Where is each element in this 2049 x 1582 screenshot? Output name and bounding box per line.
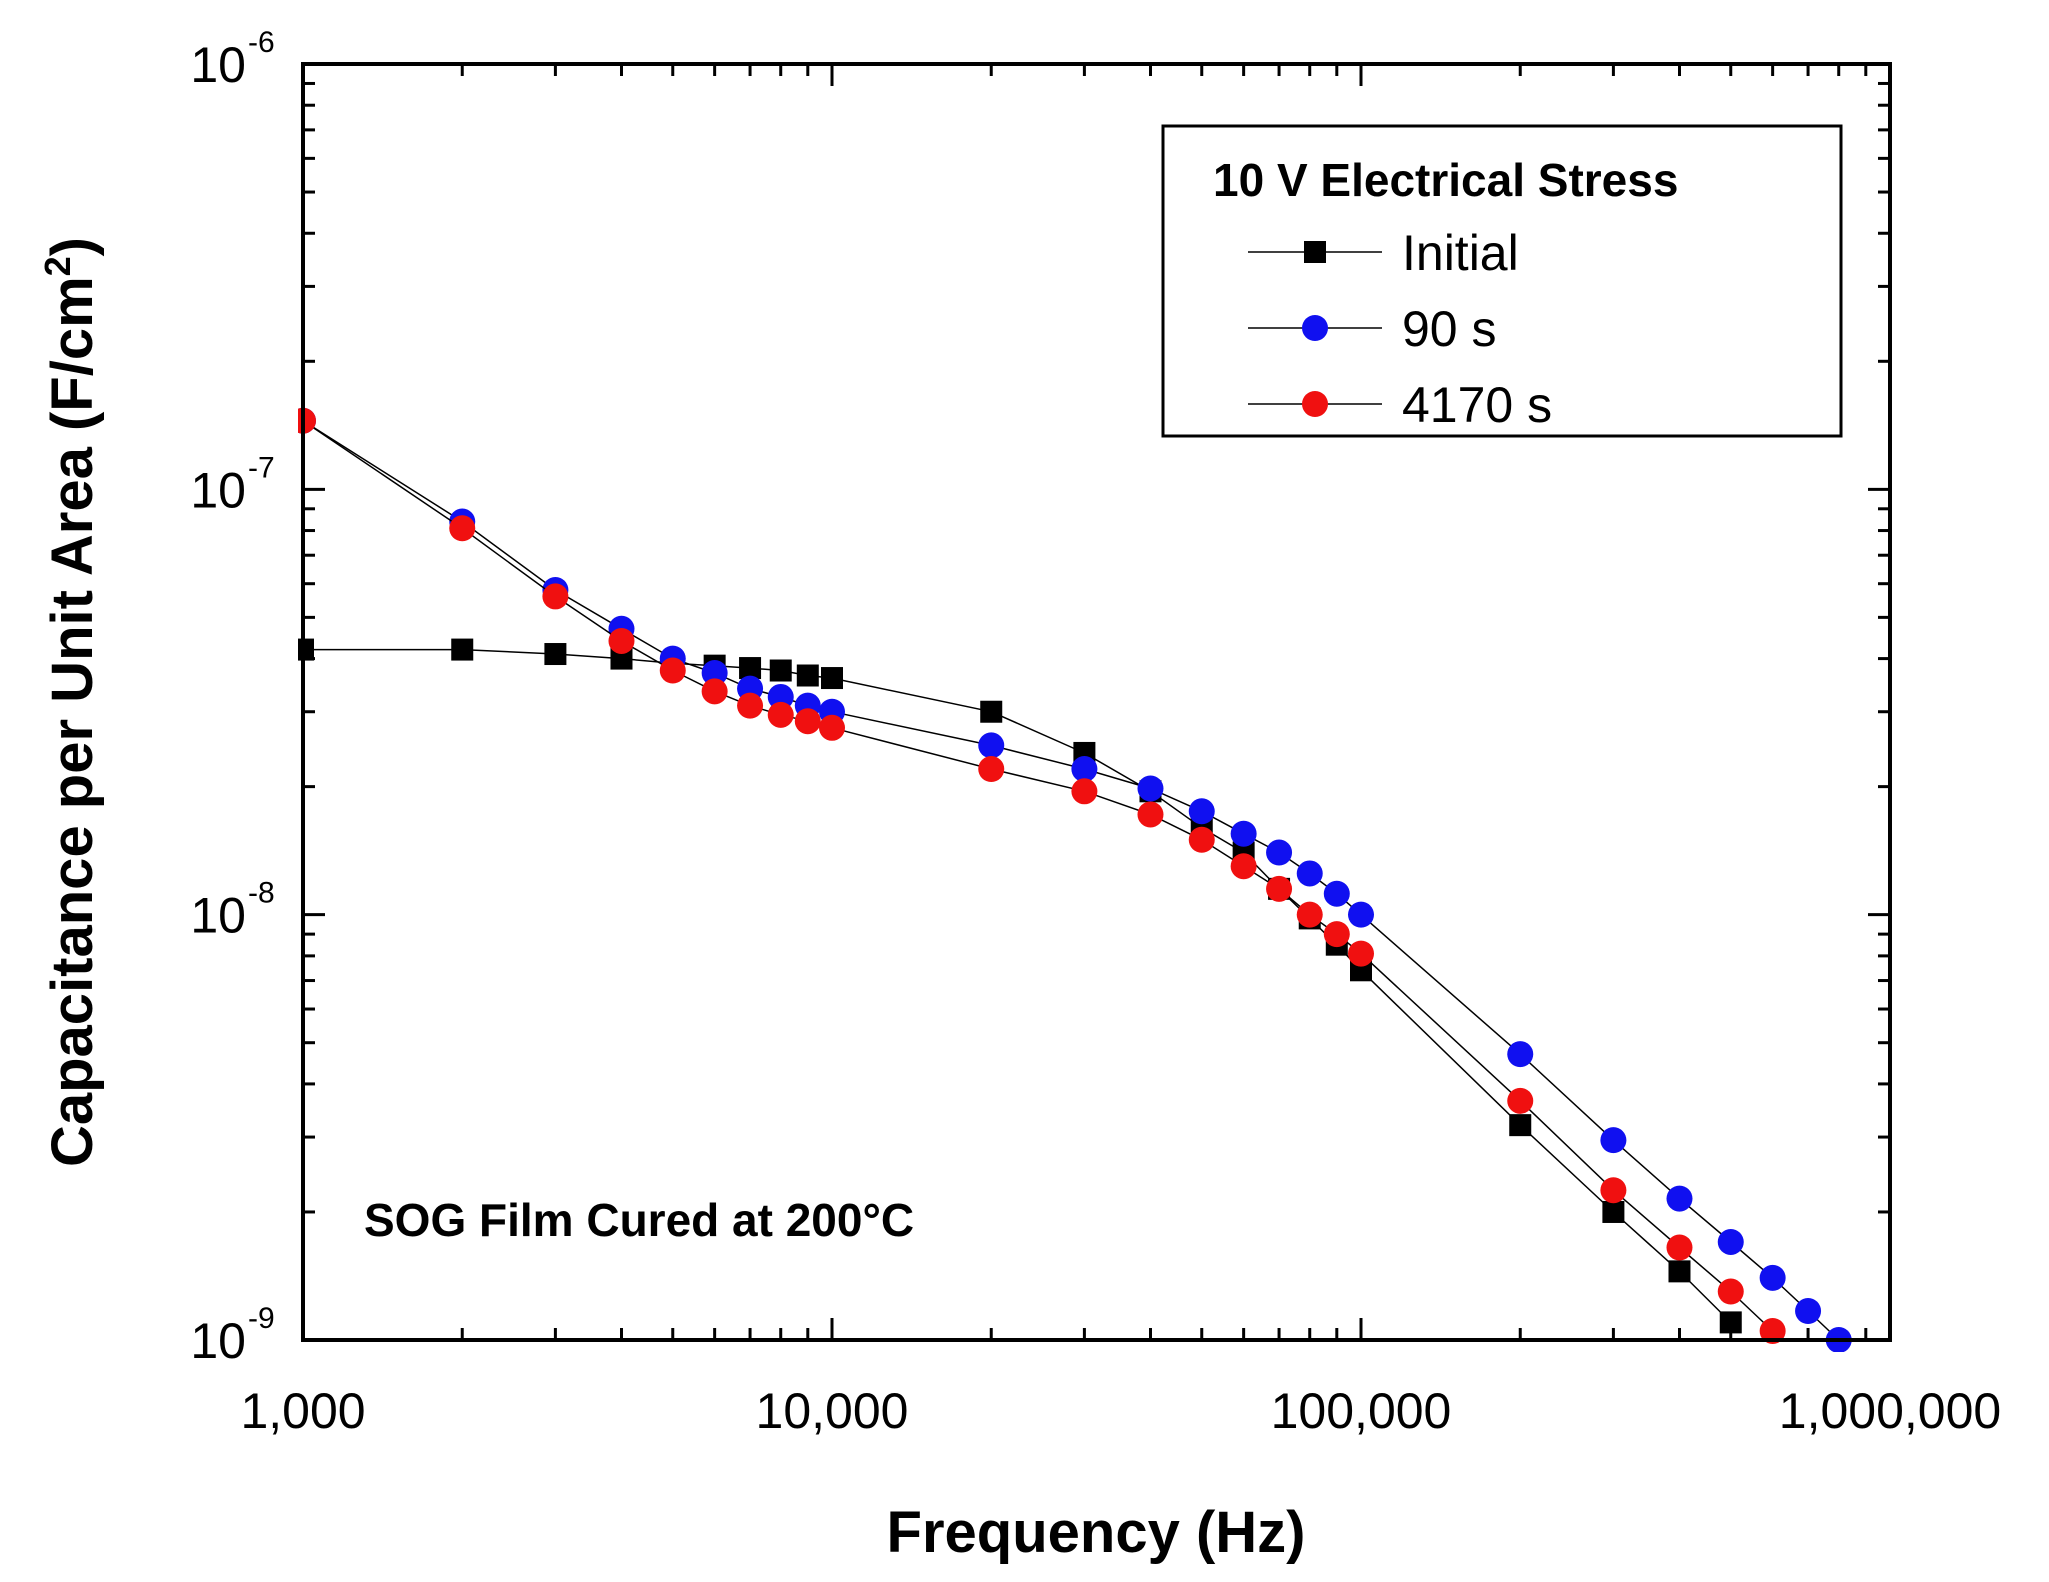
data-point <box>610 647 633 670</box>
y-tick-exponent: -7 <box>248 451 275 484</box>
data-point <box>1296 860 1323 887</box>
data-point <box>451 638 474 661</box>
legend-title: 10 V Electrical Stress <box>1213 154 1678 206</box>
data-point <box>659 657 686 684</box>
y-tick-label: 10 <box>190 462 246 518</box>
series-layer <box>298 407 1852 1352</box>
x-tick-label: 100,000 <box>1271 1383 1452 1439</box>
data-point <box>449 515 476 542</box>
x-axis-title: Frequency (Hz) <box>887 1500 1306 1565</box>
data-point <box>737 692 764 719</box>
data-point <box>1666 1234 1693 1261</box>
plot-frame <box>301 62 1892 1342</box>
x-tick-label: 10,000 <box>756 1383 909 1439</box>
data-point <box>767 683 794 710</box>
data-point <box>544 643 567 666</box>
y-axis-title-main: Capacitance per Unit Area (F/cm <box>40 276 105 1167</box>
data-point <box>767 701 794 728</box>
data-point <box>1188 826 1215 853</box>
data-point <box>1666 1185 1693 1212</box>
legend-entries: Initial 90 s 4170 s <box>1248 225 1552 433</box>
data-point <box>1348 901 1374 928</box>
data-point <box>1759 1317 1786 1344</box>
data-point <box>1137 801 1164 828</box>
data-point <box>978 756 1005 783</box>
legend-label: Initial <box>1402 225 1519 281</box>
y-tick-label: 10 <box>190 37 246 93</box>
data-point <box>1266 875 1293 902</box>
data-point <box>1507 1087 1534 1114</box>
legend-label: 90 s <box>1402 301 1497 357</box>
data-point <box>978 732 1005 759</box>
data-point <box>1507 1041 1534 1068</box>
data-point <box>1717 1278 1744 1305</box>
data-point <box>769 659 792 682</box>
y-tick-exponent: -6 <box>248 26 275 59</box>
data-point <box>980 700 1003 723</box>
data-point <box>1759 1264 1786 1291</box>
data-point <box>796 664 819 687</box>
data-point <box>701 659 728 686</box>
legend-marker <box>1304 241 1326 263</box>
data-point <box>1323 921 1350 948</box>
data-point <box>1717 1228 1744 1255</box>
data-point <box>1668 1260 1691 1283</box>
data-point <box>821 667 843 690</box>
data-point <box>608 627 635 654</box>
x-tick-labels: 1,000 10,000 100,000 1,000,000 <box>240 1383 2001 1439</box>
data-point <box>1071 778 1098 805</box>
y-tick-label: 10 <box>190 888 246 944</box>
data-point <box>1230 820 1257 847</box>
legend-marker <box>1302 315 1328 341</box>
data-point <box>1795 1297 1822 1324</box>
y-axis-title-sup: 2 <box>37 256 78 276</box>
y-axis-title: Capacitance per Unit Area (F/cm2) <box>37 237 105 1167</box>
legend-box <box>1161 124 1843 438</box>
y-tick-labels: 10-610-710-810-9 <box>190 26 274 1369</box>
data-point <box>1188 798 1215 825</box>
data-point <box>1230 853 1257 880</box>
data-point <box>1600 1177 1627 1204</box>
data-point <box>794 708 821 735</box>
legend-entry: 90 s <box>1248 301 1497 357</box>
y-tick-exponent: -9 <box>248 1302 275 1335</box>
data-point <box>701 678 728 705</box>
data-point <box>542 583 569 610</box>
annotation-text: SOG Film Cured at 200°C <box>364 1194 914 1246</box>
data-point <box>739 657 762 680</box>
legend-label: 4170 s <box>1402 377 1552 433</box>
data-point <box>1602 1200 1625 1223</box>
legend-entry: Initial <box>1248 225 1519 281</box>
data-point <box>1266 839 1293 866</box>
data-point <box>1719 1311 1742 1334</box>
legend-entry: 4170 s <box>1248 377 1552 433</box>
data-point <box>1509 1114 1532 1137</box>
series-3 <box>298 407 1786 1344</box>
data-point <box>1296 901 1323 928</box>
data-point <box>819 714 845 741</box>
x-tick-label: 1,000,000 <box>1779 1383 2001 1439</box>
y-axis-title-end: ) <box>40 237 105 256</box>
data-point <box>1348 940 1374 967</box>
legend-marker <box>1302 391 1328 417</box>
data-point <box>1600 1127 1627 1154</box>
y-tick-label: 10 <box>190 1313 246 1369</box>
legend: 10 V Electrical Stress Initial 90 s 4170 s <box>1161 124 1843 438</box>
data-point <box>1323 880 1350 907</box>
y-tick-exponent: -8 <box>248 877 275 910</box>
x-tick-label: 1,000 <box>240 1383 365 1439</box>
data-point <box>1071 756 1098 783</box>
data-point <box>1137 775 1164 802</box>
